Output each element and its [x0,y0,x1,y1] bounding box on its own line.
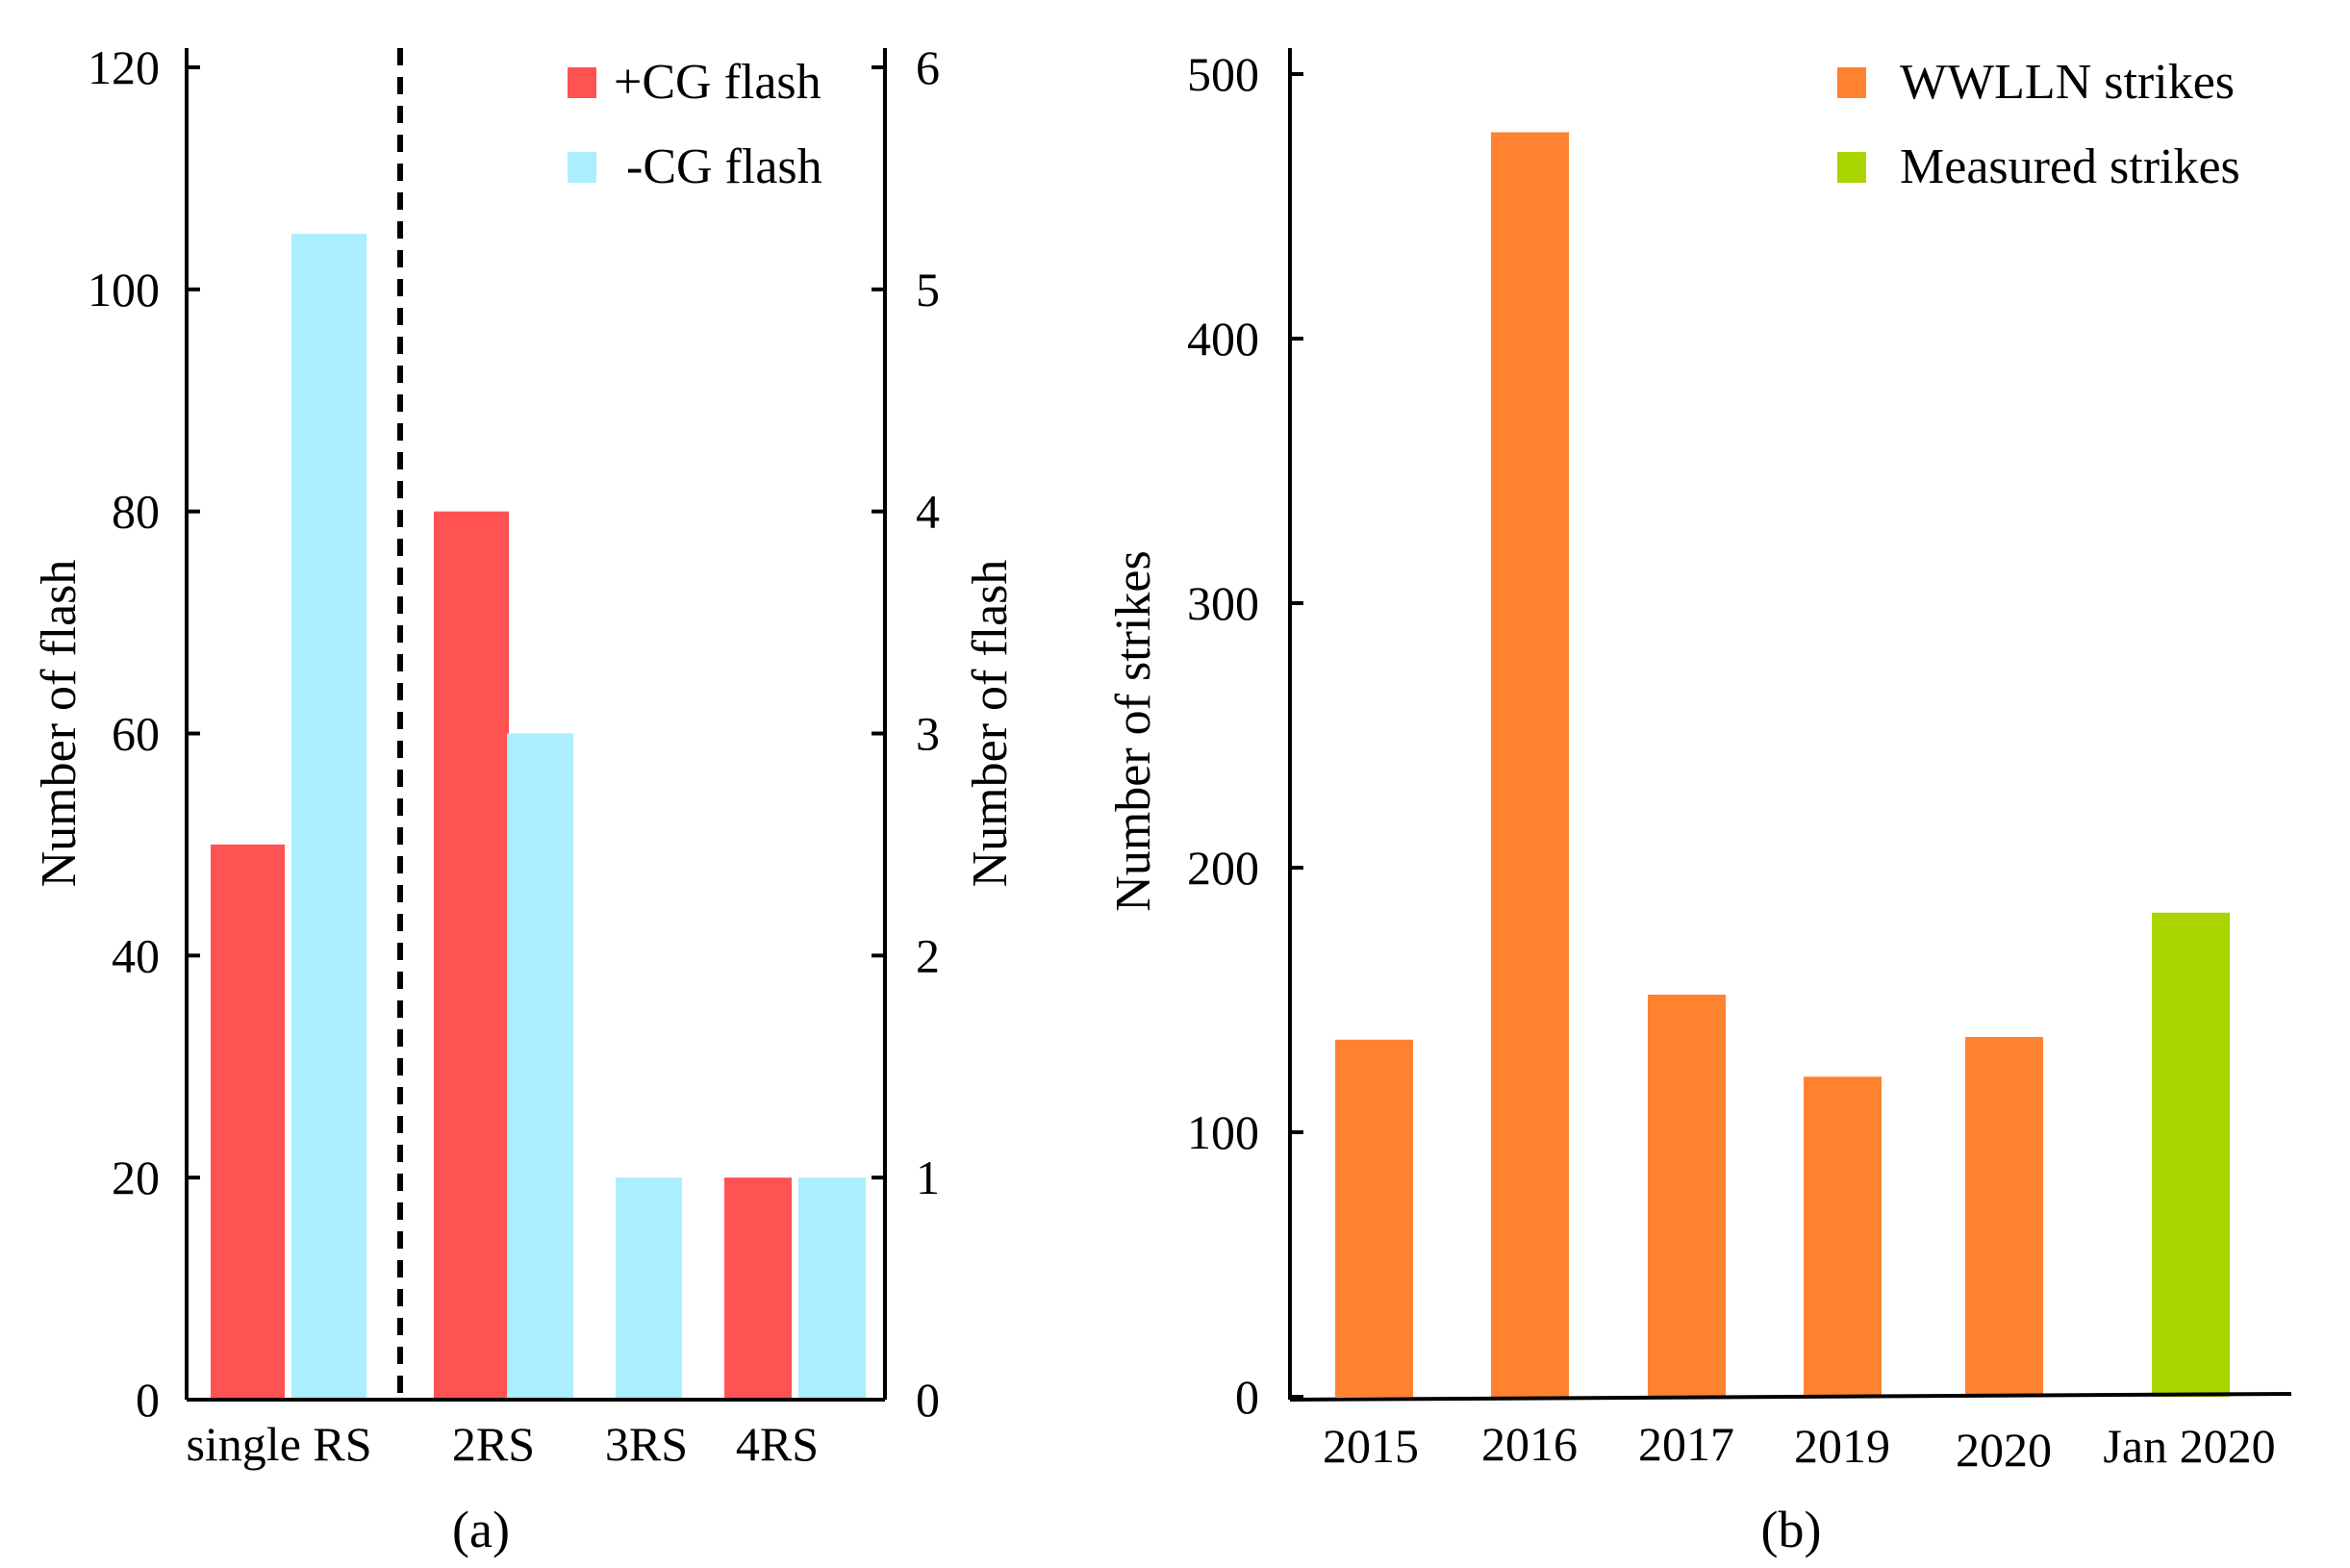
bar-jan-2020 [2152,912,2230,1397]
a-left-tick-label: 80 [112,485,160,539]
a-right-tick-label: 4 [916,485,940,539]
a-right-tick-label: 2 [916,928,940,982]
bar-2rs-cg-flash [507,733,573,1400]
legend-swatch-wwlln [1837,67,1866,98]
legend-label-wwlln: WWLLN strikes [1900,55,2235,110]
panel-a-right-ylabel: Number of flash [963,560,1018,888]
b-y-tick-label: 100 [1187,1105,1259,1159]
bar-single-rs-cg-flash [291,234,366,1400]
panel-b-label: (b) [1761,1501,1822,1558]
b-x-tick-label: Jan 2020 [2103,1419,2275,1473]
legend-label-pos-cg: +CG flash [614,55,821,110]
a-left-tick-label: 120 [88,40,160,94]
a-left-tick-label: 0 [136,1373,160,1427]
panel-a-legend: +CG flash -CG flash [568,55,822,194]
legend-swatch-measured [1837,152,1866,183]
a-x-tick-label: single RS [186,1417,371,1471]
a-x-tick-label: 3RS [605,1417,688,1471]
a-right-tick-label: 0 [916,1373,940,1427]
bar-single-rs-cg-flash [211,844,285,1400]
b-y-tick-label: 400 [1187,312,1259,366]
legend-label-neg-cg: -CG flash [614,139,822,194]
panel-a-chart: 0 20 40 60 80 100 120 0 1 2 3 4 5 6 single RS 2RS 3RS 4… [32,40,1018,1558]
b-x-tick-label: 2017 [1638,1417,1734,1471]
bar-2rs-cg-flash [434,511,509,1400]
bar-4rs-cg-flash [798,1177,866,1400]
a-right-tick-label: 5 [916,263,940,316]
panel-b-chart: 0 100 200 300 400 500 2015 2016 2017 2019 2020 Jan… [1106,47,2292,1558]
a-left-tick-label: 40 [112,928,160,982]
bar-2016 [1491,132,1569,1397]
a-left-tick-label: 20 [112,1151,160,1204]
panel-b-legend: WWLLN strikes Measured strikes [1837,55,2240,194]
b-x-tick-label: 2016 [1481,1417,1578,1471]
a-right-tick-label: 6 [916,40,940,94]
b-x-tick-label: 2015 [1323,1419,1419,1473]
b-x-tick-label: 2019 [1794,1419,1890,1473]
panel-b-x-axis [1289,1392,2292,1402]
a-x-tick-label: 4RS [736,1417,819,1471]
a-left-tick-label: 100 [88,263,160,316]
bar-3rs-cg-flash [616,1177,682,1400]
legend-label-measured: Measured strikes [1900,139,2240,194]
panel-a-label: (a) [452,1501,510,1558]
bar-2015 [1335,1039,1413,1397]
panel-b-ylabel: Number of strikes [1106,550,1161,911]
b-y-tick-label: 500 [1187,47,1259,101]
b-y-tick-label: 0 [1235,1370,1259,1424]
a-x-tick-label: 2RS [452,1417,535,1471]
b-y-tick-label: 300 [1187,576,1259,630]
bar-2017 [1648,995,1726,1397]
panel-a-left-ylabel: Number of flash [32,560,87,888]
bar-2020 [1965,1037,2043,1397]
bar-4rs-cg-flash [724,1177,792,1400]
bar-2019 [1804,1076,1882,1397]
b-x-tick-label: 2020 [1956,1423,2052,1477]
a-right-tick-label: 1 [916,1151,940,1204]
b-y-tick-label: 200 [1187,841,1259,895]
a-right-tick-label: 3 [916,707,940,761]
legend-swatch-pos-cg [568,67,596,98]
legend-swatch-neg-cg [568,152,596,183]
a-left-tick-label: 60 [112,707,160,761]
